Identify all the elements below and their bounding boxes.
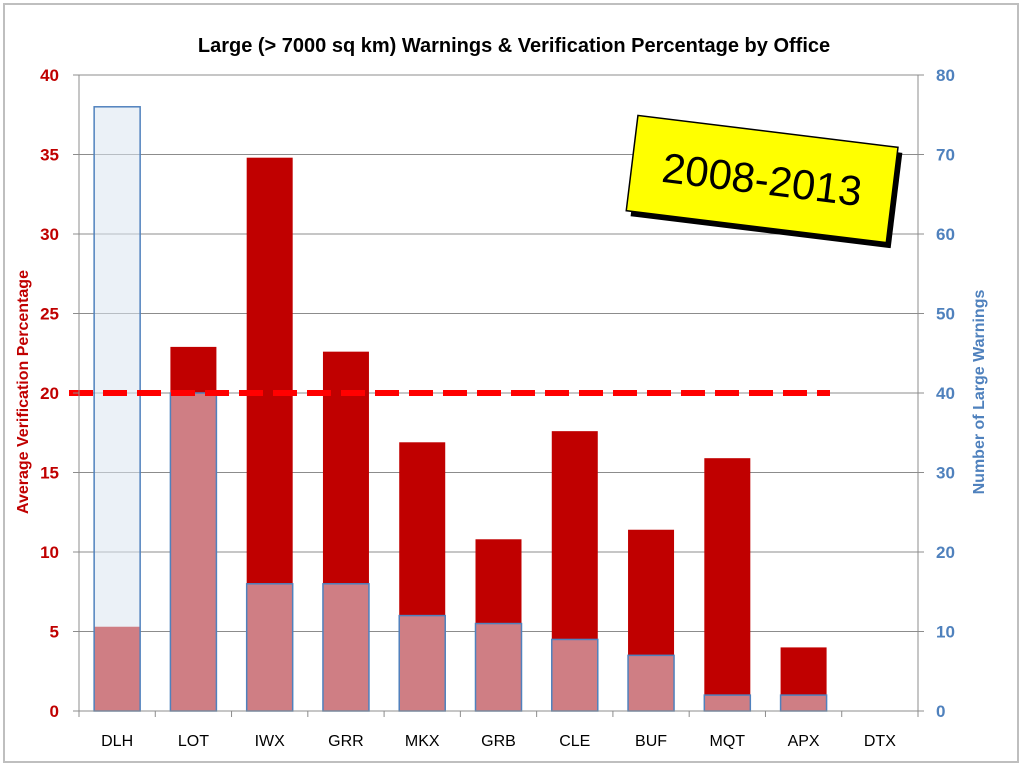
left-tick-label: 10 [40, 543, 59, 562]
category-label: DTX [864, 733, 896, 750]
left-axis-title: Average Verification Percentage [15, 270, 32, 514]
left-tick-label: 0 [50, 702, 59, 721]
category-tick-labels: DLH LOT IWX GRR MKX GRB CLE BUF MQT APX DTX [101, 733, 896, 750]
warning-bar [627, 654, 675, 712]
category-label: DLH [101, 733, 133, 750]
right-tick-label: 0 [936, 702, 945, 721]
left-tick-label: 30 [40, 225, 59, 244]
left-tick-label: 40 [40, 66, 59, 85]
right-tick-label: 80 [936, 66, 955, 85]
category-label: BUF [635, 733, 667, 750]
right-tick-label: 60 [936, 225, 955, 244]
right-tick-label: 20 [936, 543, 955, 562]
right-tick-label: 70 [936, 146, 955, 165]
left-tick-label: 5 [50, 623, 59, 642]
right-axis-title: Number of Large Warnings [971, 290, 988, 495]
category-label: GRB [481, 733, 516, 750]
left-tick-label: 25 [40, 305, 59, 324]
right-tick-label: 50 [936, 305, 955, 324]
warning-bar [474, 622, 523, 712]
category-label: IWX [255, 733, 286, 750]
verification-bar [704, 458, 751, 711]
category-label: CLE [559, 733, 590, 750]
right-tick-label: 30 [936, 464, 955, 483]
axes [73, 74, 924, 717]
warning-bar [551, 638, 599, 712]
warning-bar [169, 392, 218, 712]
chart-title: Large (> 7000 sq km) Warnings & Verifica… [198, 35, 830, 57]
warning-bar [322, 583, 370, 712]
category-label: MQT [710, 733, 746, 750]
category-label: MKX [405, 733, 440, 750]
warning-bars [93, 106, 828, 712]
left-tick-label: 20 [40, 384, 59, 403]
right-tick-labels: 0 10 20 30 40 50 60 70 80 [936, 66, 955, 721]
left-tick-label: 15 [40, 464, 59, 483]
left-tick-labels: 0 5 10 15 20 25 30 35 40 [40, 66, 59, 721]
left-tick-label: 35 [40, 146, 59, 165]
category-label: APX [788, 733, 820, 750]
badge-background [625, 114, 899, 244]
date-range-badge: 2008-2013 [625, 114, 903, 249]
warning-bar [703, 694, 752, 712]
right-tick-label: 10 [936, 623, 955, 642]
warning-bar [93, 106, 141, 712]
category-label: GRR [328, 733, 364, 750]
category-label: LOT [178, 733, 209, 750]
warning-bar [398, 614, 446, 712]
warning-bar [779, 694, 828, 712]
right-tick-label: 40 [936, 384, 955, 403]
warning-bar [245, 583, 294, 712]
